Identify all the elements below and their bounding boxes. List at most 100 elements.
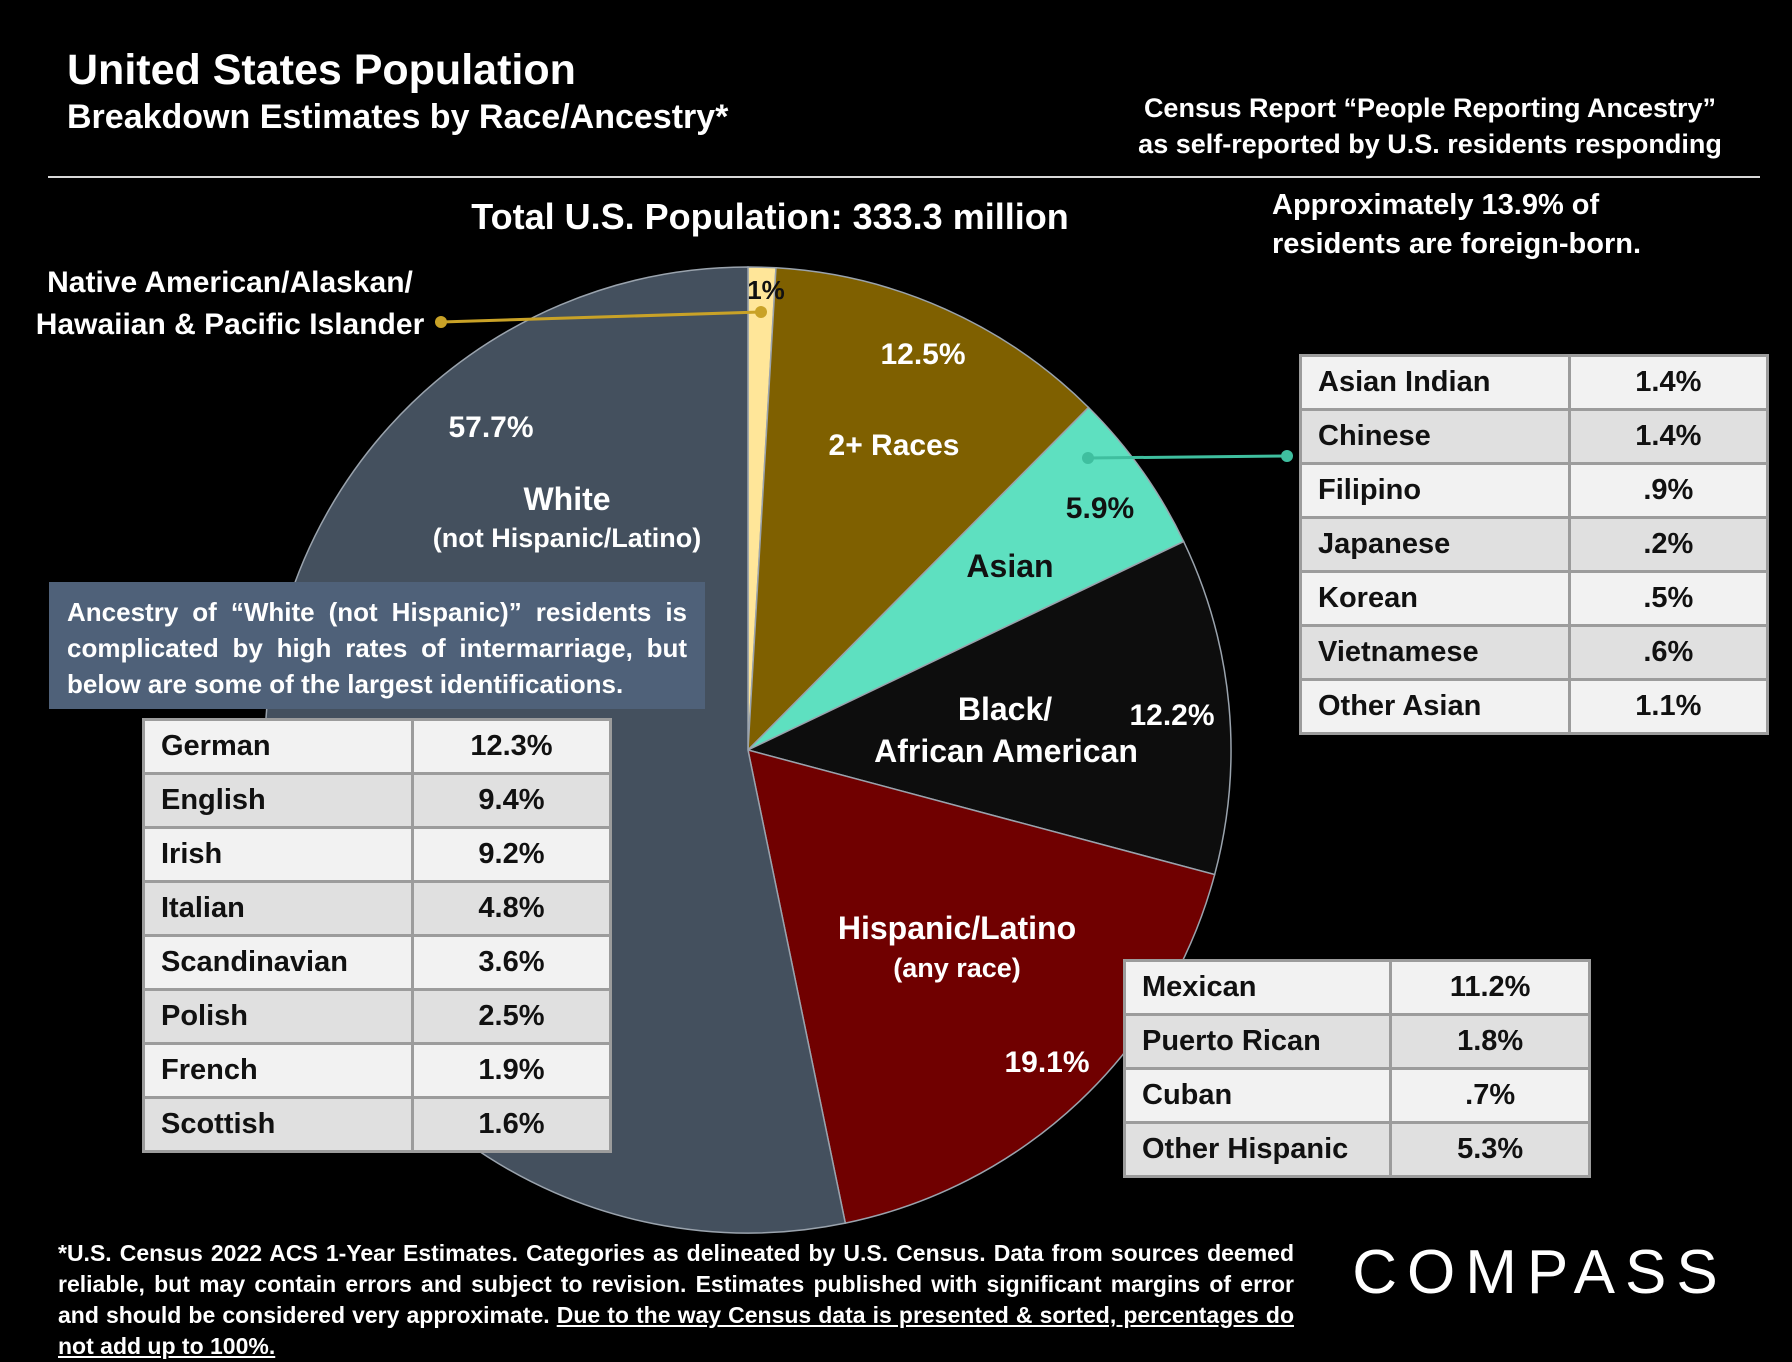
asian-table-row-label: Filipino — [1299, 462, 1571, 519]
asian-table-row: Korean .5% — [1299, 570, 1770, 627]
white-table-row-value: 1.6% — [410, 1096, 613, 1153]
black-name-line1: Black/ — [958, 691, 1052, 727]
foreign-born-line1: Approximately 13.9% of — [1272, 189, 1600, 221]
white-ancestry-note: Ancestry of “White (not Hispanic)” resid… — [49, 582, 705, 709]
pie-slice-4 — [747, 748, 1216, 1224]
asian-table-row-label: Other Asian — [1299, 678, 1571, 735]
white-table-row-value: 9.2% — [410, 826, 613, 883]
foreign-born-line2: residents are foreign-born. — [1272, 228, 1642, 260]
total-population: Total U.S. Population: 333.3 million — [471, 196, 1069, 237]
pie-slice-3 — [745, 540, 1232, 876]
asian-leader-line — [1087, 454, 1288, 460]
compass-logo: COMPASS — [1352, 1238, 1727, 1306]
asian-table-row-label: Japanese — [1299, 516, 1571, 573]
asian-table-row-value: 1.4% — [1567, 408, 1770, 465]
foreign-born-note: Approximately 13.9% of residents are for… — [1272, 186, 1641, 264]
footnote: *U.S. Census 2022 ACS 1-Year Estimates. … — [58, 1238, 1294, 1362]
asian-table-row-value: .2% — [1567, 516, 1770, 573]
hispanic-table-row-value: 11.2% — [1389, 959, 1591, 1016]
white-table-row-label: Scandinavian — [142, 934, 414, 991]
white-table-row-label: English — [142, 772, 414, 829]
native-label-line1: Native American/Alaskan/ — [47, 266, 413, 299]
white-table-row: English 9.4% — [142, 772, 613, 829]
hispanic-breakdown-table: Mexican 11.2% Puerto Rican 1.8% Cuban .7% Othe… — [1122, 959, 1591, 1178]
hispanic-table-row-label: Mexican — [1122, 959, 1393, 1016]
native-leader-dot-right — [755, 306, 767, 318]
footnote-text: *U.S. Census 2022 ACS 1-Year Estimates. … — [58, 1240, 1294, 1328]
white-table-row-label: Irish — [142, 826, 414, 883]
white-table-row-value: 9.4% — [410, 772, 613, 829]
asian-leader-dot-left — [1082, 452, 1094, 464]
white-table-row: Italian 4.8% — [142, 880, 613, 937]
source-note-line2: as self-reported by U.S. residents respo… — [1138, 129, 1722, 159]
asian-table-row: Other Asian 1.1% — [1299, 678, 1770, 735]
asian-table-row: Japanese .2% — [1299, 516, 1770, 573]
asian-table-row: Vietnamese .6% — [1299, 624, 1770, 681]
white-ancestry-table: German 12.3% English 9.4% Irish 9.2% Italian 4.… — [142, 718, 613, 1153]
asian-value-label: 5.9% — [1066, 492, 1134, 525]
asian-table-row-label: Vietnamese — [1299, 624, 1571, 681]
hispanic-table-row: Mexican 11.2% — [1122, 959, 1591, 1016]
asian-breakdown-table: Asian Indian 1.4% Chinese 1.4% Filipino .9% Ja… — [1299, 354, 1770, 735]
white-table-row: German 12.3% — [142, 718, 613, 775]
hispanic-table-row-label: Puerto Rican — [1122, 1013, 1393, 1070]
asian-table-row-value: .9% — [1567, 462, 1770, 519]
hispanic-table-row-label: Other Hispanic — [1122, 1121, 1393, 1178]
pie-slice-1 — [747, 267, 1090, 752]
hispanic-table-row-value: .7% — [1389, 1067, 1591, 1124]
asian-table-row-label: Asian Indian — [1299, 354, 1571, 411]
source-note-line1: Census Report “People Reporting Ancestry… — [1143, 93, 1717, 123]
white-table-row: Polish 2.5% — [142, 988, 613, 1045]
page-subtitle: Breakdown Estimates by Race/Ancestry* — [67, 98, 729, 136]
native-value-label: 1% — [747, 275, 785, 305]
white-name-line2: (not Hispanic/Latino) — [433, 523, 701, 553]
hispanic-table-row: Cuban .7% — [1122, 1067, 1591, 1124]
native-leader-dot-left — [435, 316, 447, 328]
hispanic-table-row: Other Hispanic 5.3% — [1122, 1121, 1591, 1178]
asian-table-row-value: 1.4% — [1567, 354, 1770, 411]
white-name-line1: White — [523, 481, 610, 517]
white-table-row-value: 12.3% — [410, 718, 613, 775]
asian-table-row: Chinese 1.4% — [1299, 408, 1770, 465]
source-note: Census Report “People Reporting Ancestry… — [1080, 90, 1780, 162]
hispanic-value-label: 19.1% — [1004, 1046, 1089, 1079]
header-divider — [48, 176, 1760, 178]
white-table-row-value: 4.8% — [410, 880, 613, 937]
black-value-label: 12.2% — [1129, 699, 1214, 732]
black-name-line2: African American — [874, 733, 1138, 769]
page-title: United States Population — [67, 46, 576, 94]
compass-logo-text: COMPASS — [1352, 1238, 1727, 1306]
white-table-row: Irish 9.2% — [142, 826, 613, 883]
pie-slice-2 — [747, 406, 1185, 751]
asian-table-row-value: .5% — [1567, 570, 1770, 627]
asian-leader-dot-right — [1281, 450, 1293, 462]
asian-table-row-label: Korean — [1299, 570, 1571, 627]
asian-table-row: Filipino .9% — [1299, 462, 1770, 519]
white-table-row: French 1.9% — [142, 1042, 613, 1099]
native-leader-line — [440, 310, 762, 324]
native-label: Native American/Alaskan/ Hawaiian & Paci… — [20, 262, 440, 346]
white-table-row-value: 1.9% — [410, 1042, 613, 1099]
asian-name-label: Asian — [966, 548, 1053, 584]
white-table-row-label: French — [142, 1042, 414, 1099]
hispanic-table-row-label: Cuban — [1122, 1067, 1393, 1124]
hispanic-name-line2: (any race) — [893, 953, 1021, 983]
white-table-row-value: 2.5% — [410, 988, 613, 1045]
white-table-row-label: Polish — [142, 988, 414, 1045]
white-table-row-label: Italian — [142, 880, 414, 937]
hispanic-table-row: Puerto Rican 1.8% — [1122, 1013, 1591, 1070]
asian-table-row-label: Chinese — [1299, 408, 1571, 465]
hispanic-table-row-value: 5.3% — [1389, 1121, 1591, 1178]
white-table-row: Scottish 1.6% — [142, 1096, 613, 1153]
white-table-row-label: Scottish — [142, 1096, 414, 1153]
races-name-label: 2+ Races — [829, 429, 960, 462]
white-value-label: 57.7% — [448, 411, 533, 444]
hispanic-table-row-value: 1.8% — [1389, 1013, 1591, 1070]
hispanic-name-line1: Hispanic/Latino — [838, 910, 1076, 946]
asian-table-row-value: .6% — [1567, 624, 1770, 681]
white-table-row-value: 3.6% — [410, 934, 613, 991]
white-table-row-label: German — [142, 718, 414, 775]
asian-table-row-value: 1.1% — [1567, 678, 1770, 735]
races-value-label: 12.5% — [880, 338, 965, 371]
white-table-row: Scandinavian 3.6% — [142, 934, 613, 991]
